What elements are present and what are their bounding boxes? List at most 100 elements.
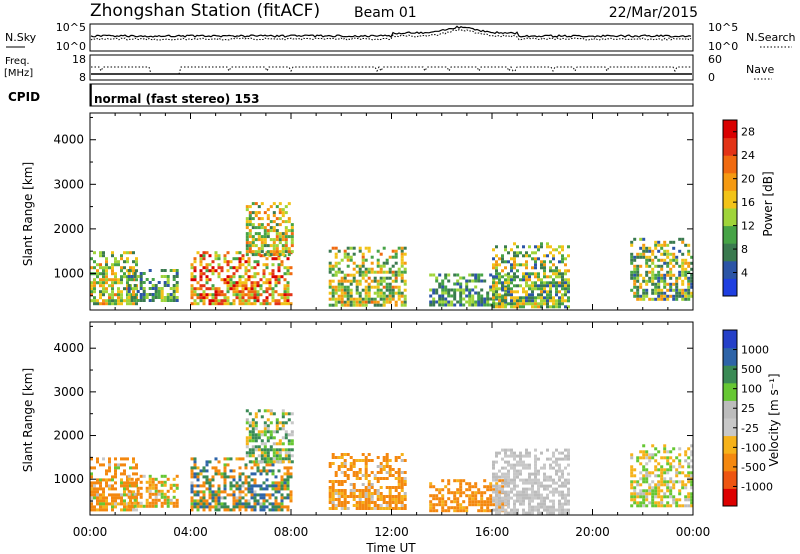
power-cell — [148, 281, 152, 284]
power-cell — [120, 254, 123, 258]
velocity-cell — [567, 451, 570, 455]
power-cell — [250, 296, 254, 300]
velocity-cell — [287, 418, 291, 422]
velocity-cell — [690, 453, 694, 457]
power-cell — [199, 278, 203, 282]
velocity-cell — [385, 495, 389, 498]
velocity-cell — [287, 439, 291, 443]
velocity-cell — [223, 481, 227, 485]
power-cell — [241, 281, 245, 285]
velocity-cell — [289, 490, 293, 494]
velocity-cell — [126, 502, 129, 506]
velocity-cell — [217, 505, 221, 509]
power-cell — [370, 267, 374, 271]
power-cell — [102, 284, 105, 288]
power-cell — [136, 299, 140, 302]
velocity-cell — [93, 505, 96, 509]
velocity-cell — [263, 457, 267, 461]
power-cell — [385, 282, 389, 286]
velocity-cell — [126, 493, 129, 497]
velocity-cell — [260, 430, 264, 434]
velocity-cell — [254, 427, 258, 431]
power-cell — [507, 290, 510, 294]
velocity-cell — [364, 486, 368, 489]
power-cell — [504, 278, 507, 282]
velocity-cell — [397, 507, 401, 510]
velocity-cell — [148, 483, 152, 487]
velocity-cell — [260, 457, 264, 461]
power-cell — [226, 278, 230, 282]
velocity-cell — [435, 488, 439, 492]
power-cell — [669, 288, 673, 292]
power-cell — [130, 278, 134, 281]
velocity-cell — [690, 480, 694, 484]
velocity-cell — [645, 474, 649, 478]
power-cell — [263, 229, 267, 233]
velocity-cell — [129, 466, 132, 470]
velocity-cell — [287, 412, 291, 416]
velocity-cell — [90, 505, 93, 509]
power-cell — [543, 296, 546, 300]
velocity-cell — [364, 495, 368, 498]
power-cell — [232, 290, 236, 294]
velocity-cell — [154, 486, 158, 490]
power-cell — [105, 266, 108, 270]
power-cell — [117, 293, 120, 297]
power-cell — [346, 264, 350, 268]
power-cell — [468, 300, 472, 304]
velocity-cell — [120, 493, 123, 497]
power-cell — [126, 284, 129, 288]
power-cell — [376, 258, 380, 262]
velocity-cell — [238, 502, 242, 506]
power-cell — [117, 263, 120, 267]
power-cell — [495, 272, 498, 276]
velocity-cell — [633, 492, 637, 496]
power-cell — [555, 248, 558, 252]
velocity-cell — [441, 497, 445, 501]
velocity-cell — [633, 498, 637, 502]
velocity-cell — [666, 483, 670, 487]
velocity-cell — [117, 496, 120, 500]
velocity-cell — [214, 493, 218, 497]
power-cell — [126, 278, 129, 282]
velocity-cell — [211, 490, 215, 494]
velocity-cell — [382, 465, 386, 468]
velocity-cell — [232, 493, 236, 497]
velocity-cell — [367, 474, 371, 477]
power-cell — [199, 296, 203, 300]
power-cell — [522, 290, 525, 294]
velocity-cell — [238, 487, 242, 491]
velocity-cell — [123, 502, 126, 506]
velocity-cell — [540, 451, 543, 455]
power-cell — [546, 296, 549, 300]
power-cell — [108, 266, 111, 270]
velocity-cell — [567, 463, 570, 467]
power-cell — [93, 299, 96, 303]
power-cell — [277, 263, 281, 267]
power-cell — [139, 287, 143, 290]
velocity-cell — [507, 499, 510, 503]
power-cell — [175, 296, 179, 299]
power-cell — [394, 276, 398, 280]
power-cell — [275, 229, 279, 233]
velocity-cell — [268, 469, 272, 473]
power-cell — [382, 270, 386, 274]
power-cell — [483, 303, 487, 307]
velocity-cell — [277, 508, 281, 512]
power-cell — [120, 266, 123, 270]
velocity-cell — [546, 508, 549, 512]
velocity-cell — [382, 456, 386, 459]
power-cell — [123, 287, 126, 291]
power-cell — [684, 276, 688, 280]
velocity-cell — [639, 477, 643, 481]
velocity-cell — [519, 499, 522, 503]
velocity-cell — [519, 451, 522, 455]
power-cell — [289, 293, 293, 297]
velocity-cell — [99, 463, 102, 467]
power-cell — [489, 285, 493, 289]
velocity-cell — [226, 493, 230, 497]
power-cell — [486, 297, 490, 301]
velocity-cell — [127, 474, 131, 478]
power-cell — [352, 267, 356, 271]
velocity-cell — [648, 483, 652, 487]
